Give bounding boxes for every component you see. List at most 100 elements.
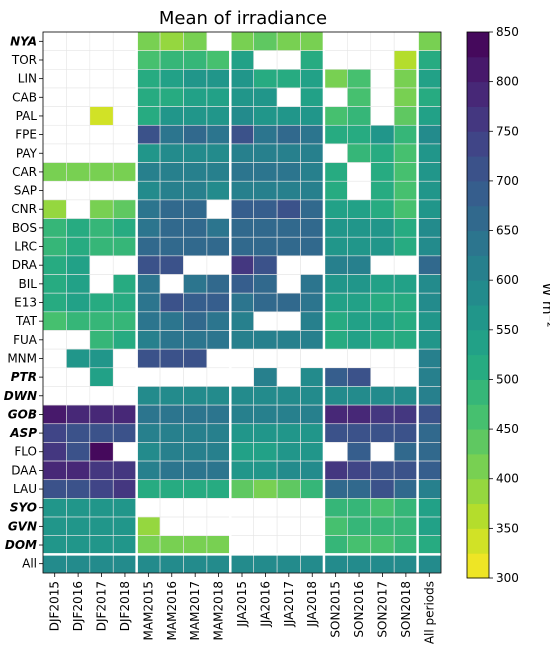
heatmap-cell-gob-son2016 <box>347 404 372 425</box>
heatmap-cell-lin-jja2018 <box>300 69 325 89</box>
row-label-syo: SYO <box>10 501 37 515</box>
heatmap-cell-asp-mam2017 <box>183 423 208 443</box>
column-label-jja2016: JJA2016 <box>258 581 272 628</box>
column-label-mam2017: MAM2017 <box>188 581 202 640</box>
heatmap-cell-all-all-periods <box>417 554 442 574</box>
heatmap-cell-tat-jja2018 <box>300 311 325 331</box>
heatmap-cell-lin-son2018 <box>393 69 418 89</box>
column-labels: DJF2015 DJF2016 DJF2017 DJF2018 MAM2015 MAM20… <box>48 573 436 644</box>
heatmap-cell-car-son2015 <box>323 162 348 182</box>
heatmap-cell-bil-son2016 <box>347 274 372 294</box>
heatmap-cell-dom-jja2015 <box>229 535 255 555</box>
heatmap-cell-mnm-mam2015 <box>136 348 161 369</box>
heatmap-cell-syo-djf2015 <box>42 498 67 518</box>
heatmap-cell-pal-mam2018 <box>206 106 231 126</box>
heatmap-cell-gob-son2017 <box>370 404 395 425</box>
heatmap-cell-all-djf2016 <box>66 554 91 574</box>
heatmap-cell-sap-jja2016 <box>253 180 278 201</box>
heatmap-cell-tor-djf2015 <box>42 50 67 70</box>
column-label-mam2015: MAM2015 <box>141 581 155 640</box>
heatmap-cell-daa-son2018 <box>393 460 418 481</box>
colorbar-bin <box>467 354 489 380</box>
heatmap-cell-daa-djf2015 <box>42 460 67 481</box>
heatmap-cell-sap-jja2018 <box>300 180 325 201</box>
heatmap-cell-e13-son2017 <box>370 292 395 313</box>
heatmap-cell-gvn-jja2017 <box>276 516 301 536</box>
heatmap-cell-all-jja2017 <box>276 554 301 574</box>
heatmap-cell-ptr-son2016 <box>347 367 372 387</box>
heatmap-cell-car-djf2018 <box>112 162 137 182</box>
colorbar-frame <box>466 31 490 579</box>
heatmap-cell-nya-jja2016 <box>253 31 278 51</box>
row-label-gvn: GVN <box>8 519 37 533</box>
heatmap-cell-dom-djf2016 <box>66 535 91 555</box>
heatmap-cell-nya-mam2015 <box>136 31 161 51</box>
heatmap-cell-flo-djf2017 <box>89 442 114 462</box>
heatmap-cell-syo-jja2015 <box>229 498 255 518</box>
heatmap-cell-e13-djf2018 <box>112 292 137 313</box>
heatmap-cell-syo-mam2017 <box>183 498 208 518</box>
heatmap-cell-gvn-djf2018 <box>112 516 137 536</box>
heatmap-cell-tat-jja2015 <box>229 311 255 331</box>
heatmap-cell-tor-jja2015 <box>229 50 255 70</box>
heatmap-cell-gvn-mam2017 <box>183 516 208 536</box>
heatmap-cell-cab-jja2016 <box>253 87 278 107</box>
heatmap-cell-daa-mam2015 <box>136 460 161 481</box>
heatmap-cell-nya-jja2018 <box>300 31 325 51</box>
heatmap-cell-dom-djf2018 <box>112 535 137 555</box>
heatmap-cell-bos-djf2017 <box>89 218 114 238</box>
heatmap-cell-bil-all-periods <box>417 274 442 294</box>
heatmap-cell-cab-son2017 <box>370 87 395 107</box>
heatmap-cell-pal-son2018 <box>393 106 418 126</box>
heatmap-cell-nya-mam2018 <box>206 31 231 51</box>
heatmap-cell-fpe-djf2018 <box>112 124 137 145</box>
heatmap-cell-gvn-all-periods <box>417 516 442 536</box>
colorbar-tick-label-350: 350 <box>496 521 519 535</box>
colorbar-tick-label-450: 450 <box>496 422 519 436</box>
heatmap-cell-cab-mam2015 <box>136 87 161 107</box>
heatmap-cell-ptr-mam2016 <box>159 367 184 387</box>
heatmap-cell-all-son2017 <box>370 554 395 574</box>
heatmap-cell-bil-jja2017 <box>276 274 301 294</box>
heatmap-cell-all-son2015 <box>323 554 348 574</box>
heatmap-cell-ptr-son2018 <box>393 367 418 387</box>
colorbar-bin <box>467 329 489 356</box>
heatmap-cell-nya-all-periods <box>417 31 442 51</box>
heatmap-cell-lin-djf2018 <box>112 69 137 89</box>
colorbar-tick-label-400: 400 <box>496 472 519 486</box>
colorbar-tick-label-650: 650 <box>496 224 519 238</box>
heatmap-cell-lin-all-periods <box>417 69 442 89</box>
row-label-daa: DAA <box>11 463 38 477</box>
heatmap-cell-tor-djf2018 <box>112 50 137 70</box>
heatmap-cell-lrc-mam2018 <box>206 236 231 257</box>
colorbar-bin <box>467 81 489 107</box>
heatmap-cell-gvn-mam2018 <box>206 516 231 536</box>
heatmap-cell-all-mam2018 <box>206 554 231 574</box>
heatmap-cell-car-djf2017 <box>89 162 114 182</box>
heatmap-cell-gvn-jja2015 <box>229 516 255 536</box>
heatmap-cell-gvn-son2015 <box>323 516 348 536</box>
heatmap-cell-sap-djf2016 <box>66 180 91 201</box>
heatmap-cell-tor-mam2016 <box>159 50 184 70</box>
heatmap-cell-all-djf2015 <box>42 554 67 574</box>
row-label-cnr: CNR <box>11 202 37 216</box>
row-label-lin: LIN <box>18 72 37 86</box>
heatmap-cell-ptr-son2015 <box>323 367 348 387</box>
column-label-son2018: SON2018 <box>399 581 413 638</box>
heatmap-cell-lau-mam2017 <box>183 479 208 499</box>
heatmap-cell-dom-djf2015 <box>42 535 67 555</box>
colorbar-tick-label-800: 800 <box>496 75 519 89</box>
heatmap-cell-lau-all-periods <box>417 479 442 499</box>
heatmap-cell-pay-jja2017 <box>276 143 301 163</box>
heatmap-cell-bil-mam2015 <box>136 274 161 294</box>
heatmap-cell-asp-djf2018 <box>112 423 137 443</box>
heatmap-cell-pal-jja2017 <box>276 106 301 126</box>
colorbar: 300 350 400 450 500 550 600 650 700 750 800 850 <box>466 25 519 585</box>
heatmap-cell-mnm-all-periods <box>417 348 442 369</box>
heatmap-cell-e13-son2016 <box>347 292 372 313</box>
heatmap-cell-gvn-son2017 <box>370 516 395 536</box>
heatmap-cell-tat-son2018 <box>393 311 418 331</box>
heatmap-cell-lrc-mam2015 <box>136 236 161 257</box>
heatmap-cell-fpe-djf2017 <box>89 124 114 145</box>
heatmap-cell-asp-jja2017 <box>276 423 301 443</box>
